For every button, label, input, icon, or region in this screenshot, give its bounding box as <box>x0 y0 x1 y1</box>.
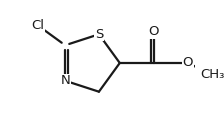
Text: CH₃: CH₃ <box>200 68 224 81</box>
Text: S: S <box>95 28 103 41</box>
Text: N: N <box>60 74 70 87</box>
Text: O: O <box>183 56 193 70</box>
Text: O: O <box>149 25 159 38</box>
Text: Cl: Cl <box>31 19 44 32</box>
